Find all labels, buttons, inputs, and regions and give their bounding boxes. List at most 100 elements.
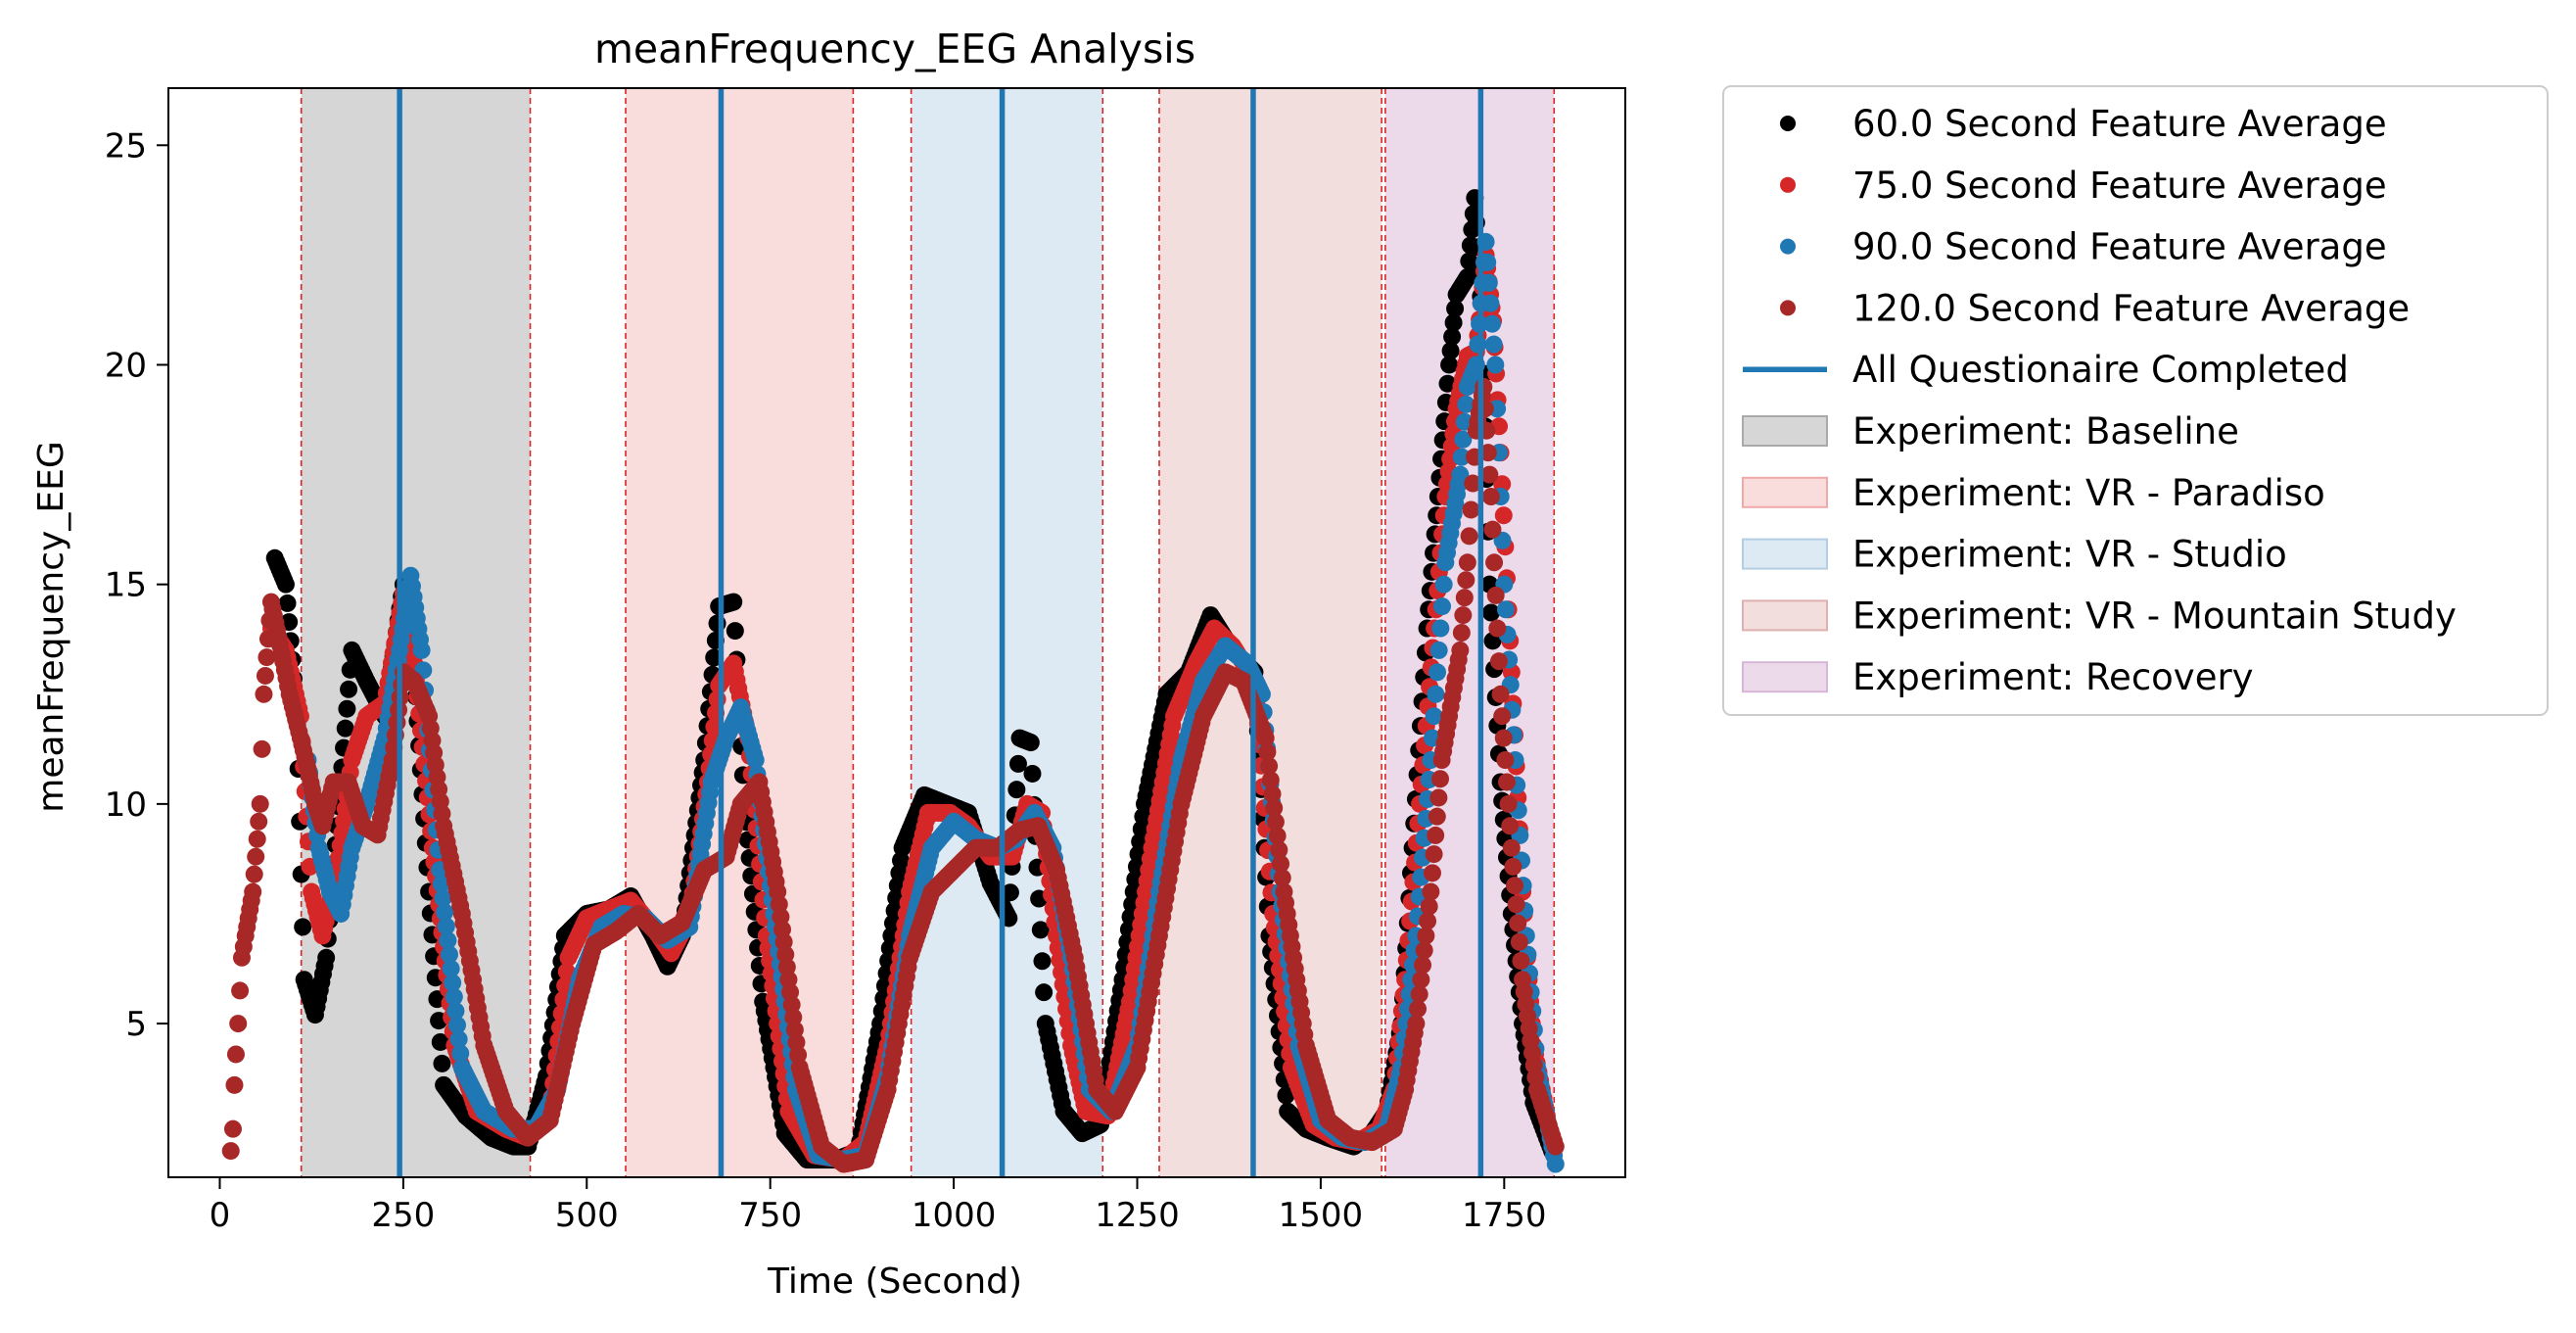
point xyxy=(1407,1015,1426,1033)
point xyxy=(1265,798,1284,817)
y-axis: 5 10 15 20 25 xyxy=(105,126,168,1044)
point xyxy=(1425,845,1443,864)
legend-marker xyxy=(1780,300,1796,316)
point xyxy=(1481,294,1500,312)
span-boundaries xyxy=(300,88,1556,1177)
point xyxy=(278,594,297,612)
y-tick-label: 15 xyxy=(105,566,147,605)
point xyxy=(1480,465,1499,484)
point xyxy=(1422,882,1440,901)
point xyxy=(1478,444,1497,462)
point xyxy=(1428,807,1446,826)
point xyxy=(1443,327,1462,346)
legend-marker xyxy=(1780,116,1796,131)
point xyxy=(451,1044,470,1063)
point xyxy=(223,1119,242,1138)
point xyxy=(1258,742,1277,761)
point xyxy=(746,751,765,770)
point xyxy=(1488,619,1507,638)
point xyxy=(726,622,744,641)
point xyxy=(340,680,358,698)
legend-frame xyxy=(1722,85,2549,716)
point xyxy=(1457,571,1475,590)
point xyxy=(1454,430,1473,449)
experiment-spans xyxy=(301,88,1555,1177)
point xyxy=(1033,952,1052,971)
point xyxy=(446,1002,465,1021)
point xyxy=(247,847,265,866)
point xyxy=(1507,895,1525,914)
point xyxy=(245,865,263,883)
legend-marker xyxy=(1780,176,1796,193)
point xyxy=(1427,826,1445,844)
point xyxy=(1510,932,1528,951)
point xyxy=(1414,956,1432,975)
point xyxy=(1464,474,1482,493)
point xyxy=(1486,356,1505,374)
data-points xyxy=(221,189,1565,1173)
legend-marker xyxy=(1742,661,1828,693)
point xyxy=(1483,520,1502,539)
point xyxy=(294,918,312,936)
series-3 xyxy=(221,377,1565,1173)
point xyxy=(255,685,273,703)
point xyxy=(431,1032,449,1051)
point xyxy=(442,960,460,978)
x-tick-label: 250 xyxy=(371,1196,435,1235)
point xyxy=(1415,941,1433,960)
point xyxy=(725,593,743,611)
legend-label: Experiment: Recovery xyxy=(1852,656,2254,698)
point xyxy=(1256,729,1275,747)
legend-label: 120.0 Second Feature Average xyxy=(1852,287,2410,329)
point xyxy=(1008,754,1027,773)
x-tick-label: 1500 xyxy=(1279,1196,1364,1235)
point xyxy=(1484,335,1503,354)
point xyxy=(1427,685,1445,703)
point xyxy=(1506,877,1524,895)
point xyxy=(1272,855,1290,874)
point xyxy=(437,917,455,935)
x-tick-label: 1750 xyxy=(1462,1196,1547,1235)
point xyxy=(436,903,454,922)
point xyxy=(1277,1086,1295,1105)
point xyxy=(1454,606,1473,625)
point xyxy=(1446,300,1465,318)
point xyxy=(1423,864,1441,882)
point xyxy=(1496,600,1515,619)
point xyxy=(1266,813,1285,832)
point xyxy=(336,719,354,738)
point xyxy=(432,875,450,893)
point xyxy=(1260,757,1279,776)
point xyxy=(229,1015,248,1033)
point xyxy=(444,974,462,992)
point xyxy=(1462,500,1480,519)
point xyxy=(1481,488,1500,505)
point xyxy=(1489,652,1508,671)
plot-frame xyxy=(167,87,1626,1178)
legend-marker xyxy=(1742,538,1828,570)
legend-label: Experiment: VR - Paradiso xyxy=(1852,472,2325,514)
point xyxy=(1546,1137,1565,1156)
point xyxy=(1433,597,1452,616)
point xyxy=(440,945,458,964)
legend: 60.0 Second Feature Average 75.0 Second F… xyxy=(1722,85,2549,716)
point xyxy=(1451,465,1470,484)
point xyxy=(1475,377,1493,396)
x-tick-label: 1250 xyxy=(1095,1196,1180,1235)
legend-items: 60.0 Second Feature Average 75.0 Second F… xyxy=(1742,103,2457,698)
legend-label: 75.0 Second Feature Average xyxy=(1852,165,2387,207)
point xyxy=(1270,840,1288,859)
point xyxy=(1502,838,1521,857)
point xyxy=(1460,527,1478,546)
point xyxy=(1504,857,1522,876)
point xyxy=(1409,1000,1428,1019)
point xyxy=(1441,342,1460,360)
point xyxy=(1268,827,1287,845)
point xyxy=(317,948,336,967)
point xyxy=(1481,603,1500,622)
point xyxy=(1007,781,1026,799)
legend-marker xyxy=(1742,599,1828,632)
point xyxy=(1483,314,1502,333)
point xyxy=(244,882,262,901)
